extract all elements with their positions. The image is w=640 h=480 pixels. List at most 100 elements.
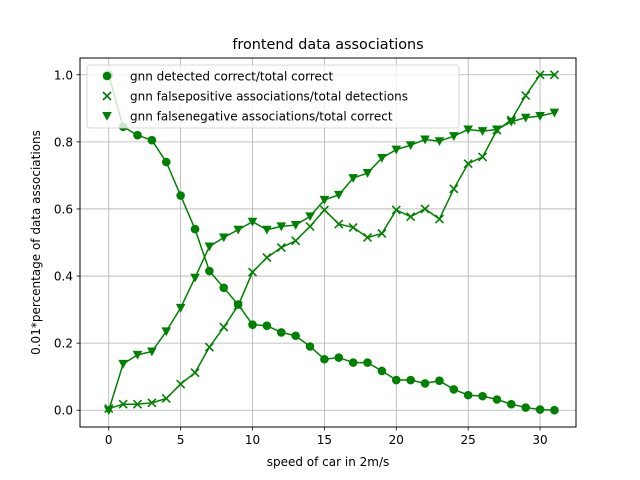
triangle-down-marker xyxy=(175,303,186,313)
circle-marker xyxy=(449,385,459,394)
circle-marker xyxy=(377,366,387,376)
x-marker-stroke xyxy=(449,184,459,194)
y-tick-label: 0.8 xyxy=(54,135,73,149)
x-marker xyxy=(233,300,243,311)
triangle-down-marker xyxy=(290,221,301,230)
x-axis-label: speed of car in 2m/s xyxy=(267,455,390,469)
x-marker xyxy=(291,236,301,246)
legend-label: gnn falsepositive associations/total det… xyxy=(130,90,408,104)
triangle-down-marker xyxy=(218,233,229,243)
x-marker-stroke xyxy=(319,205,329,215)
triangle-down-marker xyxy=(535,112,545,121)
y-tick-label: 0.2 xyxy=(54,337,73,351)
circle-marker xyxy=(391,375,401,385)
x-marker xyxy=(102,91,112,101)
x-marker xyxy=(132,399,143,409)
x-marker xyxy=(204,342,214,352)
triangle-down-marker xyxy=(348,174,358,183)
x-marker-stroke xyxy=(305,221,315,231)
x-tick-label: 25 xyxy=(461,433,476,447)
x-marker xyxy=(362,232,373,243)
x-marker-stroke xyxy=(176,379,186,389)
x-marker-stroke xyxy=(549,70,560,80)
x-tick-label: 10 xyxy=(245,433,260,447)
x-marker-stroke xyxy=(406,212,416,222)
x-marker-stroke xyxy=(463,159,473,169)
y-axis-label: 0.01*percentage of data associations xyxy=(29,130,43,355)
circle-marker xyxy=(463,390,473,400)
legend-entry: gnn falsenegative associations/total cor… xyxy=(102,110,393,124)
triangle-down-marker xyxy=(463,125,473,135)
x-marker-stroke xyxy=(334,219,344,229)
x-marker-stroke xyxy=(348,222,358,232)
triangle-down-marker xyxy=(103,406,114,416)
circle-marker xyxy=(435,376,444,386)
circle-marker xyxy=(507,399,516,409)
x-marker-stroke xyxy=(147,398,157,408)
y-tick-label: 0.4 xyxy=(54,270,73,284)
legend-label: gnn falsenegative associations/total cor… xyxy=(130,110,393,124)
circle-marker xyxy=(205,266,214,276)
x-marker-stroke xyxy=(132,399,143,409)
x-marker-stroke xyxy=(204,342,214,352)
circle-marker xyxy=(176,191,185,200)
triangle-down-marker xyxy=(377,153,387,163)
triangle-down-marker xyxy=(132,350,143,360)
chart-title: frontend data associations xyxy=(232,37,423,53)
triangle-down-marker xyxy=(305,212,315,222)
x-marker xyxy=(161,393,171,404)
x-marker xyxy=(334,219,344,229)
x-marker xyxy=(477,152,488,162)
legend: gnn detected correct/total correct gnn fa… xyxy=(86,64,460,129)
triangle-down-marker xyxy=(319,195,330,205)
x-marker-stroke xyxy=(190,368,200,378)
x-marker xyxy=(147,398,157,408)
triangle-down-marker xyxy=(276,222,287,232)
circle-marker xyxy=(190,224,200,234)
x-marker-stroke xyxy=(391,205,401,215)
x-marker xyxy=(549,70,560,80)
y-tick-label: 1.0 xyxy=(54,68,73,82)
series-3 xyxy=(103,108,560,416)
circle-marker xyxy=(550,405,559,415)
circle-marker xyxy=(521,403,530,412)
x-marker xyxy=(391,205,401,215)
triangle-down-marker xyxy=(549,108,560,118)
legend-box xyxy=(86,64,460,129)
x-tick-label: 15 xyxy=(317,433,332,447)
x-marker-stroke xyxy=(118,399,128,409)
triangle-down-marker xyxy=(492,125,502,135)
triangle-down-marker xyxy=(405,141,416,151)
triangle-down-marker xyxy=(520,113,531,123)
plot-frame xyxy=(79,57,577,428)
x-marker xyxy=(420,204,430,214)
plot-series xyxy=(103,70,560,416)
x-marker xyxy=(521,91,531,101)
circle-marker xyxy=(102,71,112,81)
x-marker-stroke xyxy=(262,253,272,263)
x-marker-stroke xyxy=(233,300,243,311)
triangle-down-marker xyxy=(362,169,373,178)
x-marker-stroke xyxy=(247,267,258,277)
triangle-down-marker xyxy=(434,137,445,146)
legend-entry: gnn detected correct/total correct xyxy=(102,70,333,84)
x-marker-stroke xyxy=(434,214,444,224)
triangle-down-marker xyxy=(420,135,430,145)
circle-marker xyxy=(262,321,272,330)
circle-marker xyxy=(406,375,415,385)
x-marker xyxy=(449,184,459,194)
x-marker xyxy=(348,222,358,232)
x-marker-stroke xyxy=(521,91,531,101)
circle-marker xyxy=(248,320,257,329)
x-marker xyxy=(118,399,128,409)
triangle-down-marker xyxy=(506,117,517,127)
x-marker xyxy=(190,368,200,378)
x-marker xyxy=(406,212,416,222)
circle-marker xyxy=(348,358,358,367)
x-marker-stroke xyxy=(535,70,545,80)
circle-marker xyxy=(147,135,157,145)
x-marker-stroke xyxy=(102,91,112,101)
circle-marker xyxy=(219,283,229,293)
series-2 xyxy=(104,70,560,414)
